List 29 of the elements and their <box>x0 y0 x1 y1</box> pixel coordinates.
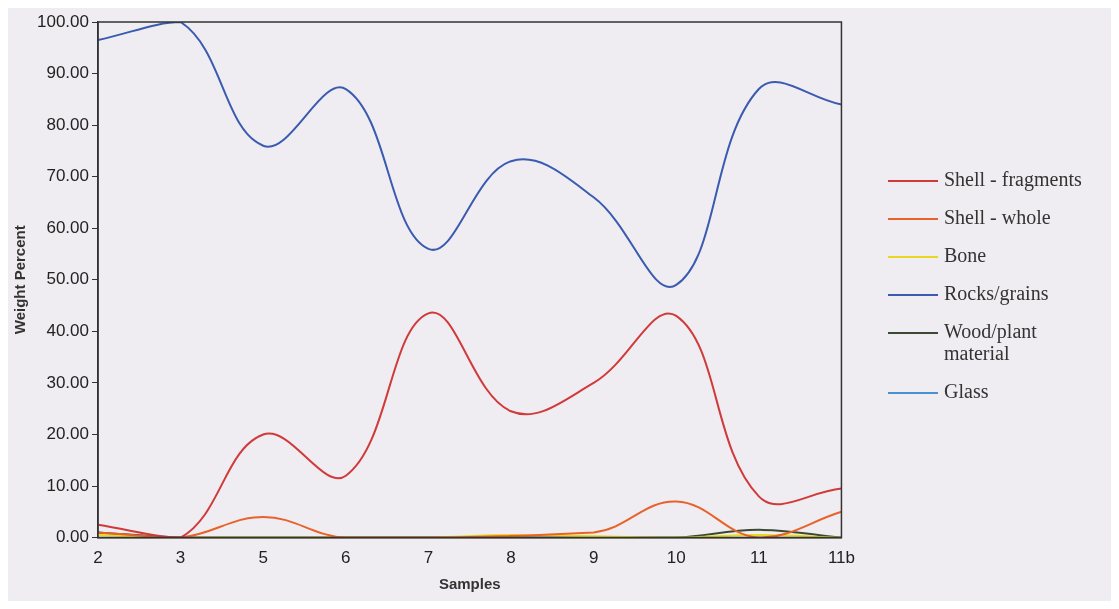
x-tick-label: 8 <box>506 548 516 568</box>
y-tick-label: 40.00 <box>46 321 89 341</box>
legend-label: Shell - whole <box>944 206 1051 228</box>
y-tick-label: 70.00 <box>46 166 89 186</box>
y-tick-label: 50.00 <box>46 269 89 289</box>
y-tick-label: 10.00 <box>46 475 89 495</box>
y-tick-label: 60.00 <box>46 217 89 237</box>
y-tick-label: 80.00 <box>46 114 89 134</box>
legend-label: Bone <box>944 244 987 266</box>
y-tick-label: 0.00 <box>55 527 89 547</box>
legend-label: Shell - fragments <box>944 168 1082 190</box>
x-tick-label: 9 <box>588 548 599 568</box>
x-tick-label: 3 <box>175 548 186 568</box>
x-tick-label: 11 <box>750 548 768 568</box>
x-tick-label: 2 <box>93 548 103 568</box>
y-tick-label: 20.00 <box>46 424 89 444</box>
x-tick-label: 5 <box>258 548 268 568</box>
x-tick-label: 6 <box>341 548 351 568</box>
x-tick-label: 7 <box>423 548 434 568</box>
x-tick-label: 10 <box>666 548 686 568</box>
y-tick-label: 30.00 <box>46 372 89 392</box>
x-tick-label: 11b <box>827 548 855 568</box>
legend-label: Glass <box>944 380 989 402</box>
x-axis-title: Samples <box>438 575 501 593</box>
y-tick-label: 90.00 <box>46 63 89 83</box>
y-axis-title: Weight Percent <box>11 225 29 335</box>
legend-label: Rocks/grains <box>944 282 1049 304</box>
y-tick-label: 100.00 <box>37 11 89 31</box>
legend-label: Wood/plant material <box>944 320 1038 364</box>
